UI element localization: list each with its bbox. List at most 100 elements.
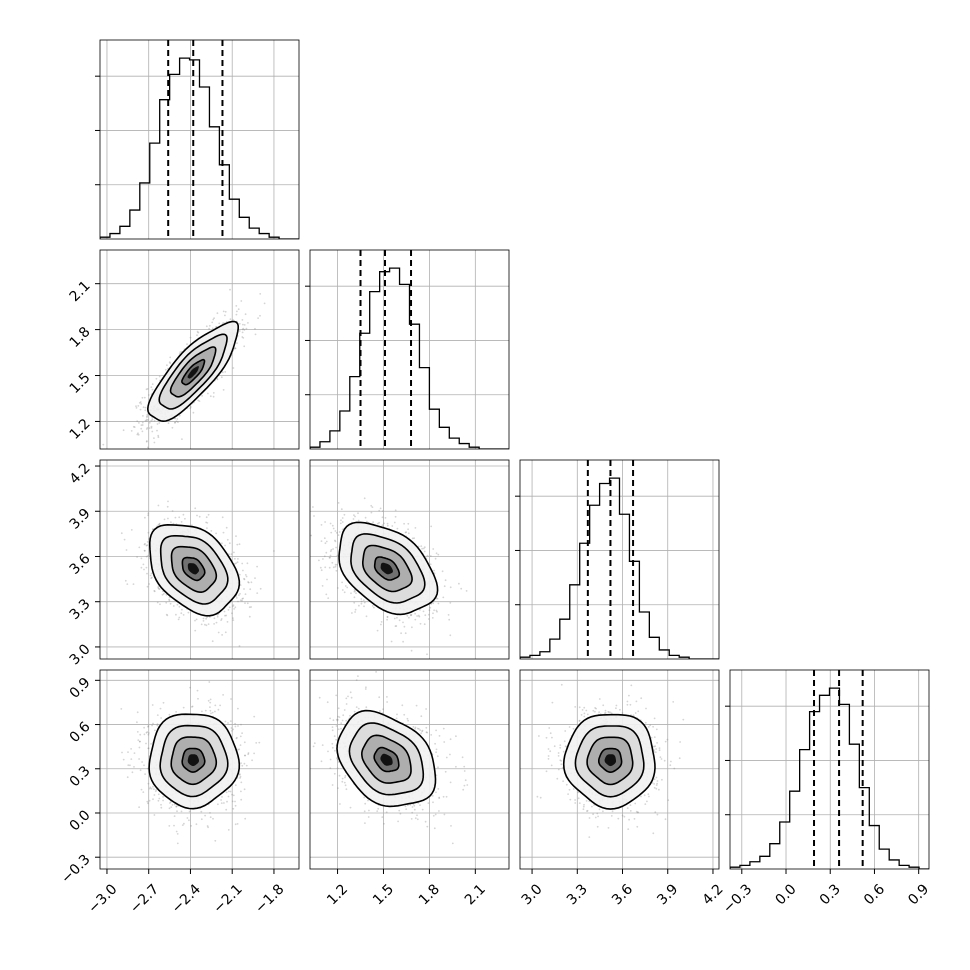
scatter-point bbox=[228, 542, 231, 545]
scatter-point bbox=[433, 572, 436, 575]
scatter-point bbox=[239, 735, 242, 738]
scatter-point bbox=[168, 713, 171, 716]
scatter-point bbox=[243, 762, 246, 765]
scatter-point bbox=[141, 430, 144, 433]
scatter-point bbox=[366, 520, 368, 523]
scatter-point bbox=[157, 504, 160, 507]
scatter-point bbox=[151, 388, 154, 391]
scatter-point bbox=[224, 631, 227, 634]
scatter-point bbox=[138, 806, 141, 809]
scatter-point bbox=[157, 585, 160, 588]
scatter-point bbox=[221, 371, 224, 374]
scatter-point bbox=[227, 790, 230, 793]
scatter-point bbox=[247, 581, 250, 583]
scatter-point bbox=[168, 599, 171, 602]
scatter-point bbox=[444, 579, 447, 582]
scatter-point bbox=[169, 802, 171, 804]
scatter-point bbox=[426, 653, 428, 656]
scatter-point bbox=[216, 312, 219, 315]
scatter-point bbox=[441, 570, 444, 573]
scatter-point bbox=[232, 604, 235, 607]
scatter-point bbox=[153, 441, 156, 444]
scatter-point bbox=[137, 405, 140, 407]
scatter-point bbox=[148, 421, 151, 424]
scatter-point bbox=[168, 361, 171, 363]
scatter-point bbox=[125, 549, 128, 551]
scatter-point bbox=[148, 799, 151, 802]
scatter-point bbox=[145, 555, 148, 558]
scatter-point bbox=[238, 645, 241, 647]
scatter-point bbox=[371, 605, 374, 607]
scatter-point bbox=[176, 418, 179, 420]
scatter-point bbox=[217, 631, 220, 634]
scatter-point bbox=[143, 549, 146, 552]
scatter-point bbox=[379, 507, 382, 510]
scatter-point bbox=[320, 540, 323, 542]
scatter-point bbox=[220, 618, 223, 620]
scatter-point bbox=[140, 557, 143, 560]
scatter-point bbox=[259, 587, 262, 590]
scatter-point bbox=[132, 425, 135, 428]
scatter-point bbox=[189, 336, 192, 339]
scatter-point bbox=[139, 769, 142, 772]
scatter-point bbox=[246, 562, 249, 565]
scatter-point bbox=[339, 522, 342, 525]
histogram-step bbox=[520, 477, 719, 659]
scatter-point bbox=[363, 605, 365, 608]
contour-line bbox=[170, 545, 218, 594]
scatter-point bbox=[429, 555, 432, 557]
scatter-point bbox=[227, 609, 230, 611]
scatter-point bbox=[336, 554, 339, 557]
scatter-point bbox=[142, 415, 144, 417]
scatter-point bbox=[157, 524, 160, 526]
scatter-point bbox=[338, 531, 341, 533]
scatter-point bbox=[380, 623, 382, 626]
panel-frame bbox=[99, 459, 300, 660]
scatter-point bbox=[329, 554, 332, 557]
scatter-point bbox=[403, 625, 406, 628]
scatter-point bbox=[140, 424, 143, 426]
scatter-point bbox=[180, 521, 183, 523]
scatter-point bbox=[209, 698, 212, 701]
scatter-point bbox=[240, 723, 242, 726]
scatter-point bbox=[195, 618, 198, 621]
scatter-point bbox=[181, 438, 183, 440]
scatter-point bbox=[386, 618, 388, 621]
scatter-point bbox=[187, 611, 190, 614]
scatter-point bbox=[254, 327, 256, 330]
scatter-point bbox=[210, 712, 212, 715]
contour-line bbox=[159, 535, 229, 605]
scatter-point bbox=[215, 532, 218, 535]
scatter-point bbox=[146, 416, 148, 418]
scatter-point bbox=[229, 318, 232, 321]
scatter-point bbox=[171, 426, 174, 429]
scatter-point bbox=[411, 537, 414, 540]
scatter-point bbox=[237, 600, 239, 603]
scatter-point bbox=[174, 421, 176, 424]
scatter-point bbox=[335, 569, 338, 572]
scatter-point bbox=[373, 606, 375, 609]
scatter-point bbox=[178, 616, 181, 619]
scatter-point bbox=[242, 327, 245, 330]
scatter-point bbox=[365, 615, 368, 618]
scatter-point bbox=[178, 516, 181, 519]
scatter-point bbox=[137, 433, 140, 436]
scatter-point bbox=[175, 420, 178, 423]
scatter-point bbox=[141, 396, 144, 399]
scatter-point bbox=[224, 371, 227, 373]
scatter-point bbox=[122, 758, 125, 761]
contour-line bbox=[169, 346, 217, 398]
scatter-point bbox=[147, 512, 150, 515]
scatter-point bbox=[239, 592, 241, 595]
scatter-point bbox=[410, 614, 412, 616]
scatter-point bbox=[360, 598, 363, 600]
scatter-point bbox=[414, 612, 416, 615]
scatter-point bbox=[157, 586, 160, 589]
scatter-point bbox=[332, 527, 335, 530]
scatter-point bbox=[362, 599, 365, 601]
scatter-point bbox=[242, 569, 244, 572]
scatter-point bbox=[150, 577, 153, 580]
scatter-point bbox=[147, 446, 149, 449]
scatter-point bbox=[241, 598, 244, 600]
scatter-point bbox=[146, 544, 149, 546]
